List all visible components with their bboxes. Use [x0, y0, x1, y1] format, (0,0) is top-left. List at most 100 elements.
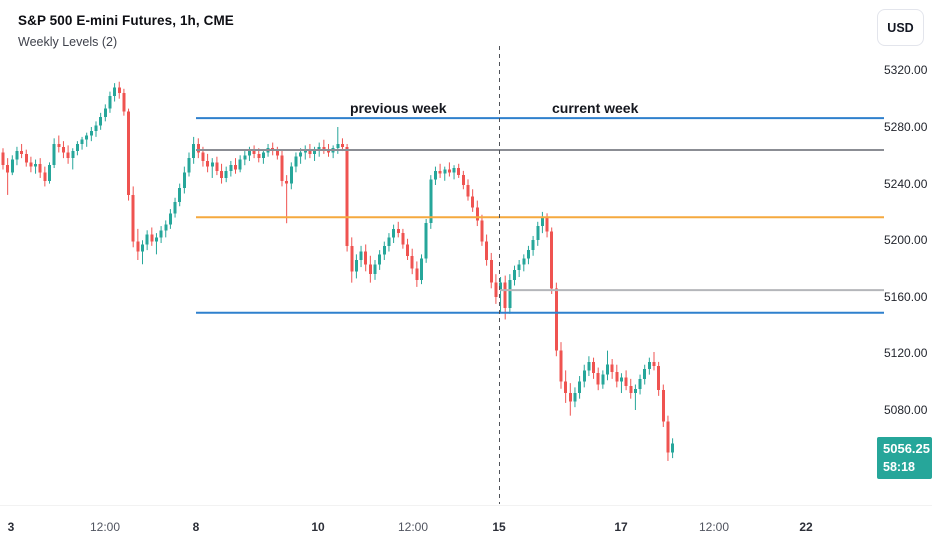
- candle-body: [638, 378, 642, 389]
- last-price-badge: 5056.25 58:18: [877, 437, 932, 480]
- candle-body: [280, 155, 284, 181]
- time-axis[interactable]: [0, 505, 932, 551]
- candle-body: [43, 172, 47, 181]
- candle-body: [429, 179, 433, 224]
- candle-body: [75, 143, 79, 152]
- candle-body: [624, 377, 628, 386]
- candle-body: [313, 151, 317, 154]
- candle-body: [24, 153, 28, 163]
- time-tick-label: 12:00: [397, 520, 429, 534]
- candle-body: [1, 152, 5, 166]
- candle-body: [224, 170, 228, 178]
- candle-body: [536, 226, 540, 241]
- time-tick-label: 22: [799, 520, 813, 534]
- candle-body: [10, 159, 14, 173]
- candle-body: [368, 264, 372, 275]
- indicator-label[interactable]: Weekly Levels (2): [18, 35, 118, 49]
- candle-body: [661, 390, 665, 422]
- candle-body: [443, 169, 447, 174]
- candle-body: [136, 241, 140, 252]
- candle-body: [238, 159, 242, 170]
- candle-body: [550, 231, 554, 289]
- candle-body: [480, 220, 484, 242]
- candle-body: [247, 151, 251, 156]
- candle-body: [94, 125, 98, 132]
- candle-body: [489, 260, 493, 283]
- price-tick-label: 5240.00: [884, 176, 928, 191]
- price-tick-label: 5280.00: [884, 120, 928, 134]
- candle-body: [336, 143, 340, 149]
- candle-body: [438, 170, 442, 174]
- candle-body: [20, 151, 24, 154]
- candle-body: [582, 370, 586, 382]
- candle-body: [285, 180, 289, 184]
- candle-body: [150, 234, 154, 242]
- candle-body: [261, 152, 265, 159]
- candle-body: [317, 146, 321, 152]
- candle-body: [657, 366, 661, 391]
- candle-body: [229, 165, 233, 171]
- candle-body: [145, 234, 149, 245]
- candle-body: [396, 228, 400, 234]
- candle-body: [178, 187, 182, 202]
- currency-badge[interactable]: USD: [877, 9, 924, 46]
- candle-body: [652, 361, 656, 367]
- candle-body: [345, 146, 349, 246]
- candle-body: [234, 165, 237, 170]
- time-tick-label: 8: [192, 520, 200, 534]
- candle-body: [633, 388, 637, 394]
- candle-body: [182, 172, 186, 188]
- candle-body: [578, 381, 582, 394]
- candle-body: [294, 156, 298, 167]
- candle-body: [568, 393, 572, 402]
- candle-body: [494, 282, 498, 297]
- candle-body: [34, 163, 38, 167]
- candle-body: [243, 155, 247, 160]
- candle-body: [99, 117, 103, 126]
- candle-body: [103, 108, 107, 118]
- symbol-title[interactable]: S&P 500 E-mini Futures, 1h, CME: [18, 13, 234, 28]
- candle-body: [433, 170, 437, 180]
- candle-body: [420, 258, 423, 280]
- candle-body: [545, 217, 549, 232]
- candle-body: [378, 254, 382, 265]
- candle-body: [499, 282, 503, 290]
- candle-body: [364, 251, 368, 265]
- candle-body: [671, 443, 675, 453]
- candle-body: [187, 158, 191, 173]
- candle-body: [452, 168, 456, 173]
- candle-body: [159, 230, 163, 238]
- candle-body: [108, 95, 112, 109]
- candle-body: [252, 151, 256, 154]
- time-tick-label: 10: [311, 520, 325, 534]
- candle-body: [206, 160, 210, 167]
- candle-body: [303, 149, 307, 153]
- candle-body: [52, 143, 56, 166]
- candle-body: [299, 152, 303, 157]
- candle-body: [141, 244, 144, 252]
- candle-body: [15, 151, 19, 160]
- candle-body: [127, 111, 131, 195]
- time-tick-label: 12:00: [698, 520, 730, 534]
- candle-body: [215, 162, 219, 171]
- candle-body: [666, 421, 670, 453]
- candle-body: [48, 165, 51, 181]
- candle-body: [340, 143, 344, 147]
- candle-body: [373, 264, 377, 275]
- candle-body: [89, 131, 93, 136]
- candle-body: [210, 162, 214, 167]
- price-tick-label: 5080.00: [884, 403, 928, 417]
- time-tick-label: 15: [492, 520, 506, 534]
- candle-body: [410, 255, 414, 269]
- candle-body: [643, 368, 647, 379]
- candle-body: [485, 241, 489, 261]
- candle-body: [154, 237, 158, 242]
- candle-body: [554, 288, 558, 351]
- candle-body: [573, 393, 577, 402]
- time-tick-label: 12:00: [89, 520, 121, 534]
- candle-body: [503, 282, 507, 309]
- candle-body: [168, 213, 172, 225]
- candle-body: [322, 146, 326, 150]
